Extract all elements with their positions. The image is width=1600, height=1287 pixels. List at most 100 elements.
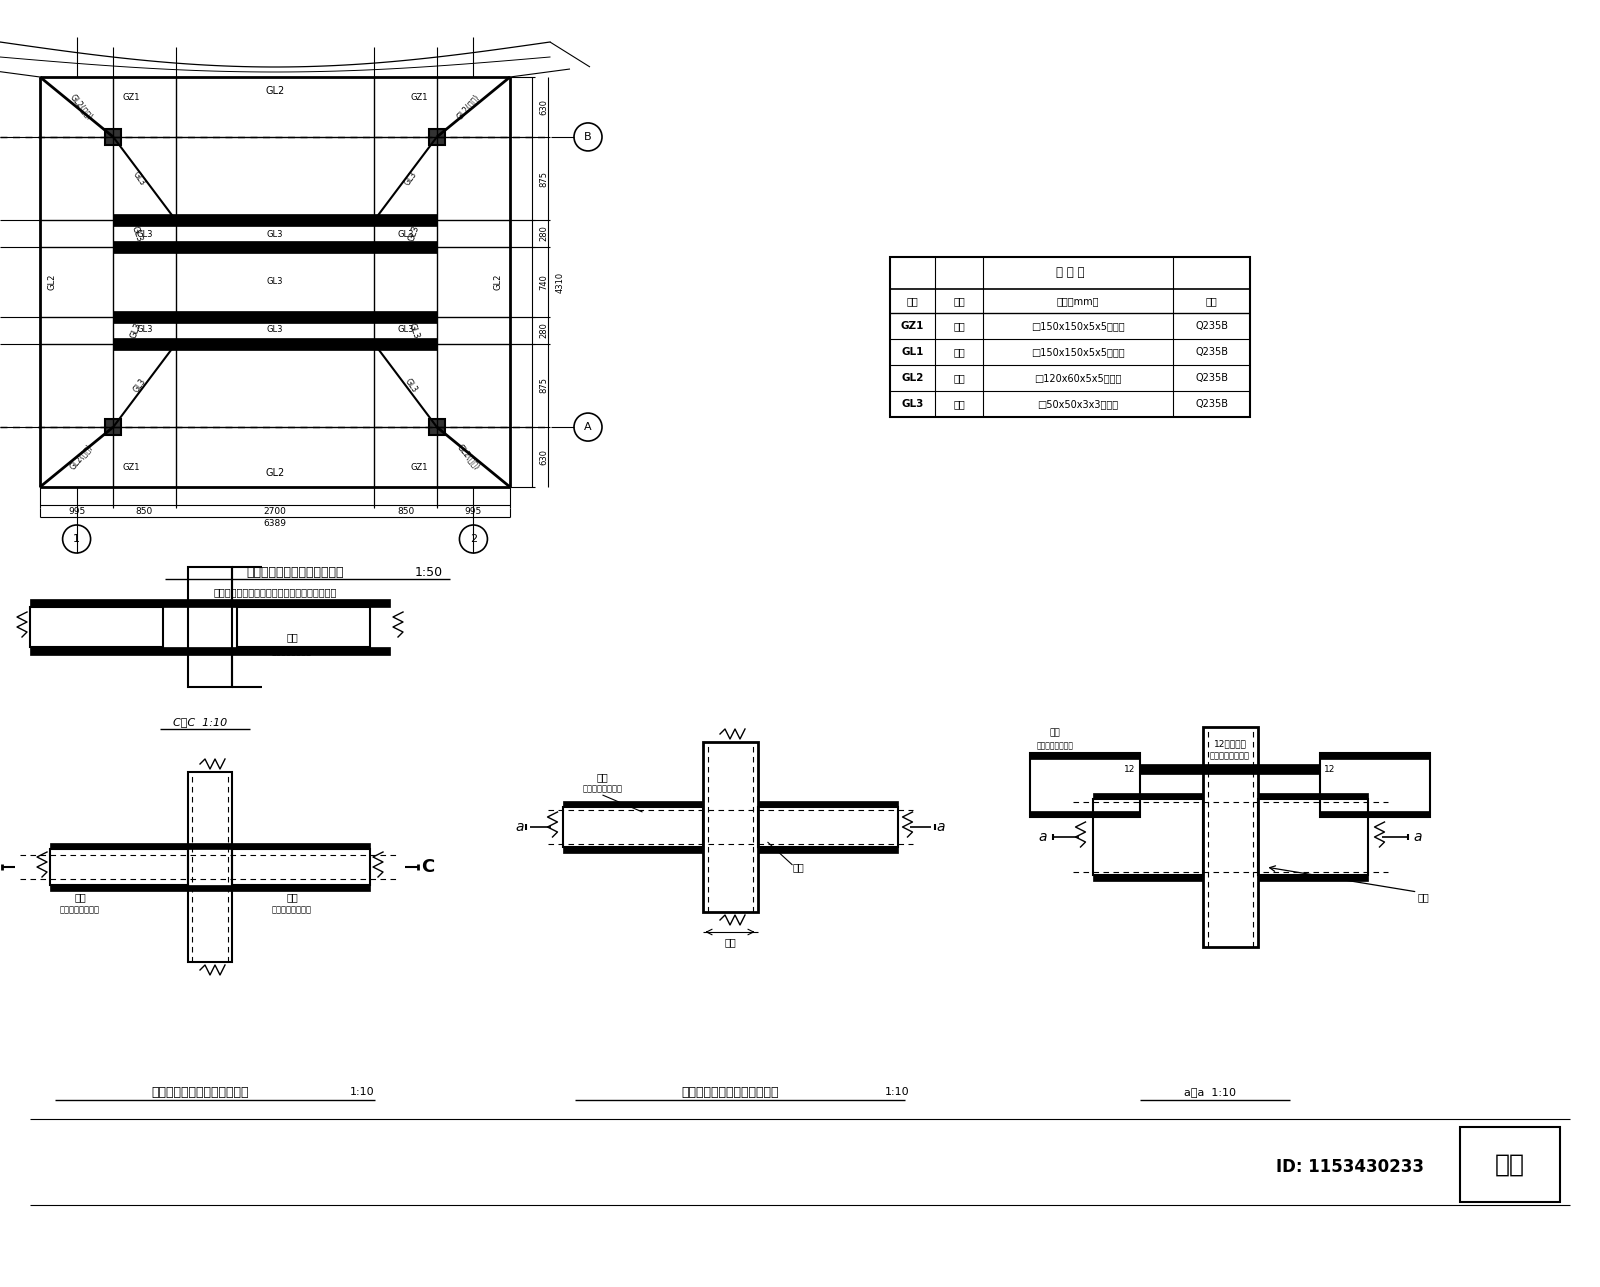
Bar	[757, 847, 898, 853]
Bar	[176, 214, 374, 227]
Text: 与钢柱对接全融焊: 与钢柱对接全融焊	[272, 906, 312, 915]
Bar	[176, 241, 374, 252]
Bar	[374, 311, 437, 323]
Text: 钢梁: 钢梁	[1050, 728, 1061, 737]
Text: a: a	[1413, 830, 1422, 844]
Text: 280: 280	[539, 323, 549, 338]
Text: a: a	[936, 820, 944, 834]
Text: 名称: 名称	[954, 296, 965, 306]
Text: 与钢柱对接全融焊: 与钢柱对接全融焊	[582, 785, 622, 794]
Text: Q235B: Q235B	[1195, 399, 1229, 409]
Bar	[702, 743, 757, 912]
Bar	[1459, 1127, 1560, 1202]
Text: GL3: GL3	[403, 377, 419, 394]
Text: GL3: GL3	[136, 229, 152, 238]
Bar	[114, 214, 176, 227]
Text: GL3: GL3	[406, 224, 421, 243]
Text: 630: 630	[539, 449, 549, 465]
Bar	[114, 311, 176, 323]
Text: 截面（mm）: 截面（mm）	[1056, 296, 1099, 306]
Bar	[429, 129, 445, 145]
Bar	[114, 241, 176, 252]
Bar	[563, 801, 702, 807]
Text: C－C  1:10: C－C 1:10	[173, 717, 227, 727]
Text: 1: 1	[74, 534, 80, 544]
Bar	[374, 337, 437, 350]
Text: 钢梁: 钢梁	[74, 892, 86, 902]
Text: a: a	[515, 820, 523, 834]
Text: 钢梁: 钢梁	[597, 772, 608, 782]
Bar	[1030, 811, 1139, 817]
Text: Q235B: Q235B	[1195, 320, 1229, 331]
Text: 钢梁: 钢梁	[954, 347, 965, 356]
Bar	[1030, 753, 1139, 759]
Bar	[1139, 764, 1320, 773]
Bar	[1320, 811, 1430, 817]
Bar	[106, 129, 122, 145]
Text: GL3: GL3	[403, 170, 419, 188]
Text: GL2(斜梁): GL2(斜梁)	[456, 93, 482, 121]
Bar	[50, 843, 370, 849]
Bar	[189, 568, 232, 687]
Text: 1:10: 1:10	[885, 1088, 910, 1097]
Bar	[50, 885, 370, 891]
Bar	[1093, 793, 1203, 799]
Bar	[1093, 799, 1203, 875]
Text: a: a	[1038, 830, 1046, 844]
Text: 2700: 2700	[264, 507, 286, 516]
Text: GL3: GL3	[397, 326, 414, 335]
Text: 12厚衬垫板: 12厚衬垫板	[1213, 740, 1246, 749]
Text: 与钢柱对接全融焊: 与钢柱对接全融焊	[61, 906, 99, 915]
Text: GL3: GL3	[406, 322, 421, 340]
Text: 钢柱: 钢柱	[1418, 892, 1429, 902]
Bar	[1030, 753, 1139, 817]
Text: 875: 875	[539, 377, 549, 394]
Text: 630: 630	[539, 99, 549, 115]
Text: B: B	[584, 133, 592, 142]
Text: 850: 850	[136, 507, 154, 516]
Text: GL3: GL3	[267, 278, 283, 287]
Bar	[1203, 727, 1258, 947]
Text: 钢梁: 钢梁	[954, 399, 965, 409]
Text: 清宵半景亭上部梁平面布置图: 清宵半景亭上部梁平面布置图	[246, 565, 344, 578]
Text: GZ1: GZ1	[410, 93, 427, 102]
Bar	[1320, 753, 1430, 759]
Text: 与钢柱对接全融焊: 与钢柱对接全融焊	[1210, 752, 1250, 761]
Bar	[429, 420, 445, 435]
Text: □50x50x3x3方钢管: □50x50x3x3方钢管	[1037, 399, 1118, 409]
Text: 备注：上部钢结构需专业厂家二次深化设计施工: 备注：上部钢结构需专业厂家二次深化设计施工	[213, 587, 336, 597]
Text: □150x150x5x5方钢管: □150x150x5x5方钢管	[1030, 347, 1125, 356]
Bar	[232, 849, 370, 885]
Text: 知末: 知末	[1494, 1153, 1525, 1178]
Bar	[30, 647, 390, 655]
Bar	[1258, 799, 1368, 875]
Text: 钢柱: 钢柱	[792, 862, 805, 873]
Text: 钢梁: 钢梁	[954, 373, 965, 384]
Bar	[106, 420, 122, 435]
Text: □150x150x5x5方钢管: □150x150x5x5方钢管	[1030, 320, 1125, 331]
Bar	[1258, 793, 1368, 799]
Bar	[176, 337, 374, 350]
Bar	[237, 607, 370, 647]
Bar	[1320, 753, 1430, 817]
Text: GZ1: GZ1	[410, 462, 427, 471]
Text: 材料: 材料	[1206, 296, 1218, 306]
Bar	[176, 311, 374, 323]
Text: 280: 280	[539, 225, 549, 242]
Text: 钢梁: 钢梁	[286, 892, 298, 902]
Text: GL3: GL3	[130, 322, 144, 340]
Text: 口钢柱与口钢梁焊接连接大样: 口钢柱与口钢梁焊接连接大样	[682, 1085, 779, 1099]
Text: 995: 995	[466, 507, 482, 516]
Bar	[890, 257, 1250, 417]
Text: 构 件 表: 构 件 表	[1056, 266, 1085, 279]
Bar	[1093, 875, 1203, 882]
Bar	[374, 241, 437, 252]
Text: C: C	[421, 858, 435, 876]
Text: GL2: GL2	[901, 373, 923, 384]
Text: 6389: 6389	[264, 520, 286, 529]
Text: GL3: GL3	[397, 229, 414, 238]
Text: □120x60x5x5钢矩管: □120x60x5x5钢矩管	[1034, 373, 1122, 384]
Bar	[1258, 875, 1368, 882]
Text: 875: 875	[539, 171, 549, 187]
Text: GZ1: GZ1	[123, 462, 139, 471]
